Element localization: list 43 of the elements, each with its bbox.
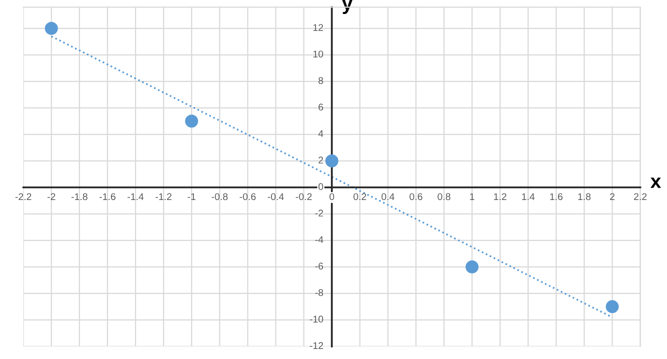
x-tick-label: -1.2 bbox=[156, 193, 172, 200]
x-tick-label: 1.4 bbox=[522, 193, 535, 200]
x-tick-label: -1.8 bbox=[71, 193, 88, 200]
y-tick-label: 4 bbox=[318, 130, 324, 137]
point bbox=[606, 300, 619, 314]
x-tick-label: 0.8 bbox=[438, 193, 450, 200]
x-tick-label: 0.2 bbox=[354, 193, 366, 200]
x-tick-label: 1.2 bbox=[494, 193, 506, 200]
x-tick-label: -2.2 bbox=[15, 193, 32, 200]
y-tick-label: -6 bbox=[315, 262, 324, 270]
x-tick-label: -0.6 bbox=[240, 193, 256, 200]
x-tick-label: 0 bbox=[330, 193, 334, 200]
x-tick-label: 1.6 bbox=[550, 193, 563, 200]
x-tick-label: -1.6 bbox=[100, 193, 116, 200]
x-tick-label: 1 bbox=[470, 193, 474, 200]
x-tick-label: -2 bbox=[48, 193, 56, 200]
x-tick-label: 0.6 bbox=[410, 193, 422, 200]
x-axis-title: x bbox=[650, 178, 662, 188]
x-tick-label: -1.4 bbox=[128, 193, 144, 200]
x-tick-label: 1.8 bbox=[578, 193, 591, 200]
y-tick-label: 10 bbox=[313, 50, 324, 58]
y-axis-title: y bbox=[342, 0, 353, 14]
y-tick-label: 0 bbox=[318, 183, 324, 190]
x-tick-label: -0.4 bbox=[268, 193, 284, 200]
y-tick-label: -4 bbox=[315, 236, 324, 243]
point bbox=[185, 114, 198, 128]
x-tick-label: 2 bbox=[610, 193, 614, 200]
point bbox=[325, 154, 338, 168]
x-tick-label: -1 bbox=[188, 193, 196, 200]
y-tick-label: 6 bbox=[318, 104, 324, 111]
point bbox=[466, 260, 479, 274]
y-tick-label: -8 bbox=[315, 289, 324, 296]
x-tick-label: -0.2 bbox=[296, 193, 312, 200]
y-tick-label: 2 bbox=[318, 156, 324, 164]
y-tick-label: 12 bbox=[313, 24, 324, 31]
y-tick-label: -10 bbox=[310, 316, 324, 323]
point bbox=[44, 22, 58, 35]
y-tick-label: -2 bbox=[315, 210, 324, 216]
x-tick-label: 2.2 bbox=[634, 193, 647, 200]
y-tick-label: -12 bbox=[310, 342, 324, 349]
x-tick-label: -0.8 bbox=[212, 193, 228, 200]
y-tick-label: 8 bbox=[318, 77, 324, 84]
x-tick-label: 0.4 bbox=[382, 193, 394, 200]
